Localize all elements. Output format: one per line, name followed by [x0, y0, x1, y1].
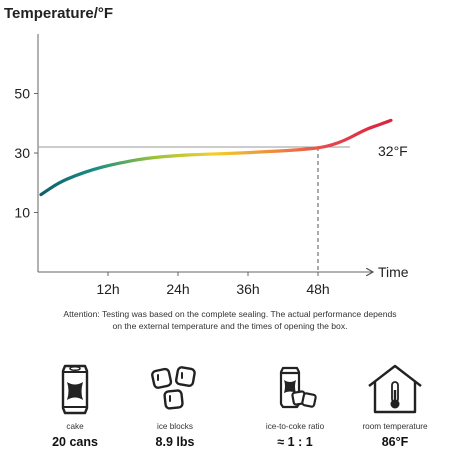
y-tick-label: 50: [14, 86, 30, 102]
stat-ratio-label: ice-to-coke ratio: [265, 422, 325, 431]
stat-cans-value: 20 cans: [52, 435, 98, 449]
stat-ratio-value: ≈ 1 : 1: [277, 435, 313, 449]
ice-coke-icon: [279, 366, 317, 409]
soda-can-icon: [61, 364, 89, 415]
x-axis-title: Time: [378, 264, 409, 280]
x-tick-label: 12h: [96, 281, 119, 297]
house-thermometer-icon: [368, 364, 422, 414]
stat-cans: cake 20 cans: [20, 360, 130, 449]
stat-room-value: 86°F: [381, 435, 409, 449]
stats-row: cake 20 cans ice blocks 8.9 lbs: [0, 360, 460, 456]
stat-room: room temperature 86°F: [340, 360, 450, 449]
ice-cubes-icon: [151, 366, 196, 410]
reference-label: 32°F: [378, 143, 408, 159]
stat-room-label: room temperature: [362, 422, 428, 431]
x-tick-label: 24h: [166, 281, 189, 297]
y-tick-label: 10: [14, 205, 30, 221]
y-axis-title: Temperature/°F: [4, 5, 113, 22]
stat-cans-label: cake: [66, 422, 84, 431]
attention-line-2: on the external temperature and the time…: [112, 321, 348, 331]
stat-ice: ice blocks 8.9 lbs: [120, 360, 230, 449]
y-tick-label: 30: [14, 145, 30, 161]
stat-ratio: ice-to-coke ratio ≈ 1 : 1: [240, 360, 350, 449]
stat-ice-label: ice blocks: [157, 422, 193, 431]
attention-line-1: Attention: Testing was based on the comp…: [63, 309, 397, 319]
temperature-curve: [39, 118, 393, 197]
attention-note: Attention: Testing was based on the comp…: [10, 308, 450, 332]
stat-ice-value: 8.9 lbs: [155, 435, 195, 449]
x-tick-label: 36h: [236, 281, 259, 297]
x-tick-label: 48h: [306, 281, 329, 297]
